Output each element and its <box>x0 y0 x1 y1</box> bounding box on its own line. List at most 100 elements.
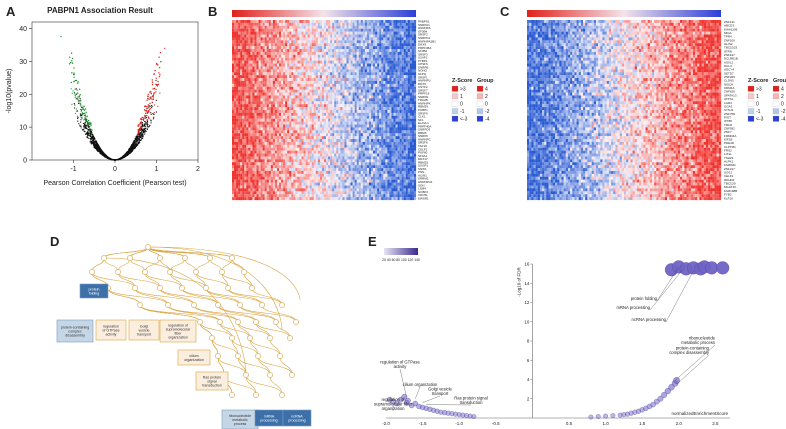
volcano-ytick-label: 20 <box>19 92 27 99</box>
volcano-point <box>125 153 127 155</box>
heatmap-b-cell <box>246 63 249 67</box>
heatmap-b-cell <box>397 22 400 26</box>
heatmap-b-cell <box>301 92 304 96</box>
heatmap-b-cell <box>348 92 351 96</box>
heatmap-b-cell <box>405 72 408 76</box>
heatmap-b-cell <box>387 98 390 102</box>
heatmap-b-cell <box>391 20 394 24</box>
heatmap-b-cell <box>252 86 255 90</box>
heatmap-b-cell <box>352 69 355 73</box>
volcano-point <box>75 108 77 110</box>
volcano-point <box>90 122 92 124</box>
heatmap-b-cell <box>242 43 245 47</box>
heatmap-b-cell <box>411 83 415 87</box>
heatmap-b-cell <box>293 25 296 29</box>
volcano-point <box>77 82 79 84</box>
heatmap-b-cell <box>303 60 306 64</box>
heatmap-b-cell <box>276 89 280 93</box>
heatmap-b-cell <box>383 83 386 87</box>
volcano-point <box>100 152 103 154</box>
heatmap-b-cell <box>393 20 396 24</box>
heatmap-b-cell <box>330 69 333 73</box>
heatmap-b-cell <box>270 20 273 24</box>
heatmap-b-cell <box>348 101 351 105</box>
heatmap-b-cell <box>244 20 247 24</box>
heatmap-b-cell <box>281 92 284 96</box>
heatmap-b-cell <box>360 49 363 53</box>
heatmap-b-cell <box>340 95 343 99</box>
heatmap-b-cell <box>403 75 406 79</box>
heatmap-b-cell <box>313 101 316 105</box>
heatmap-b-cell <box>293 57 296 61</box>
heatmap-b-cell <box>279 22 282 26</box>
heatmap-b-cell <box>346 98 349 102</box>
heatmap-b-cell <box>340 69 343 73</box>
heatmap-b-cell <box>360 95 363 99</box>
heatmap-b-cell <box>391 60 394 64</box>
heatmap-b-cell <box>268 95 271 99</box>
heatmap-b-cell <box>232 60 235 64</box>
heatmap-b-cell <box>307 57 310 61</box>
heatmap-b-cell <box>266 80 269 84</box>
heatmap-b-cell <box>315 22 318 26</box>
volcano-point <box>89 135 91 137</box>
heatmap-b-cell <box>268 31 271 35</box>
heatmap-b-cell <box>248 22 251 26</box>
heatmap-b-cell <box>364 28 368 32</box>
heatmap-b-cell <box>317 101 321 105</box>
heatmap-b-cell <box>285 60 288 64</box>
heatmap-b-cell <box>287 101 290 105</box>
heatmap-b-cell <box>366 54 370 58</box>
heatmap-b-cell <box>246 95 249 99</box>
heatmap-b-cell <box>285 54 288 58</box>
heatmap-b-cell <box>256 60 259 64</box>
heatmap-b-cell <box>270 89 273 93</box>
heatmap-b-cell <box>326 75 329 79</box>
heatmap-b-cell <box>307 46 310 50</box>
heatmap-b-cell <box>397 37 400 41</box>
heatmap-b-cell <box>246 92 249 96</box>
heatmap-b-cell <box>309 92 312 96</box>
heatmap-b-cell <box>307 60 310 64</box>
heatmap-b-cell <box>375 69 378 73</box>
heatmap-b-cell <box>240 54 243 58</box>
heatmap-b-cell <box>409 89 413 93</box>
heatmap-b-cell <box>368 66 372 70</box>
heatmap-b-cell <box>395 101 398 105</box>
heatmap-b-cell <box>332 34 335 38</box>
heatmap-b-cell <box>324 89 327 93</box>
heatmap-b-cell <box>240 75 243 79</box>
heatmap-b-cell <box>393 51 396 55</box>
heatmap-b-cell <box>305 95 308 99</box>
heatmap-b-cell <box>326 25 329 29</box>
heatmap-b-cell <box>244 83 247 87</box>
heatmap-b-cell <box>340 98 343 102</box>
heatmap-b-cell <box>266 46 269 50</box>
heatmap-b-cell <box>274 101 278 105</box>
heatmap-b-cell <box>242 49 245 53</box>
heatmap-b-cell <box>260 43 263 47</box>
heatmap-b-cell <box>381 28 384 32</box>
heatmap-b-cell <box>366 83 370 87</box>
volcano-xtick-label: -1 <box>70 166 76 173</box>
heatmap-b-cell <box>356 57 359 61</box>
heatmap-b-cell <box>338 40 341 44</box>
heatmap-b-cell <box>297 95 300 99</box>
heatmap-b-cell <box>362 80 365 84</box>
heatmap-b-cell <box>285 78 288 82</box>
volcano-point <box>149 102 151 105</box>
heatmap-b-cell <box>352 86 355 90</box>
heatmap-b-cell <box>354 22 357 26</box>
heatmap-b-cell <box>395 86 398 90</box>
heatmap-b-cell <box>270 22 273 26</box>
heatmap-b-cell <box>399 46 402 50</box>
heatmap-b-cell <box>232 95 235 99</box>
heatmap-b-cell <box>330 22 333 26</box>
heatmap-b-cell <box>299 89 302 93</box>
heatmap-b-cell <box>373 78 376 82</box>
heatmap-b-cell <box>238 31 241 35</box>
heatmap-b-cell <box>401 83 404 87</box>
heatmap-b-cell <box>279 25 282 29</box>
heatmap-b-cell <box>375 80 378 84</box>
heatmap-b-cell <box>393 57 396 61</box>
